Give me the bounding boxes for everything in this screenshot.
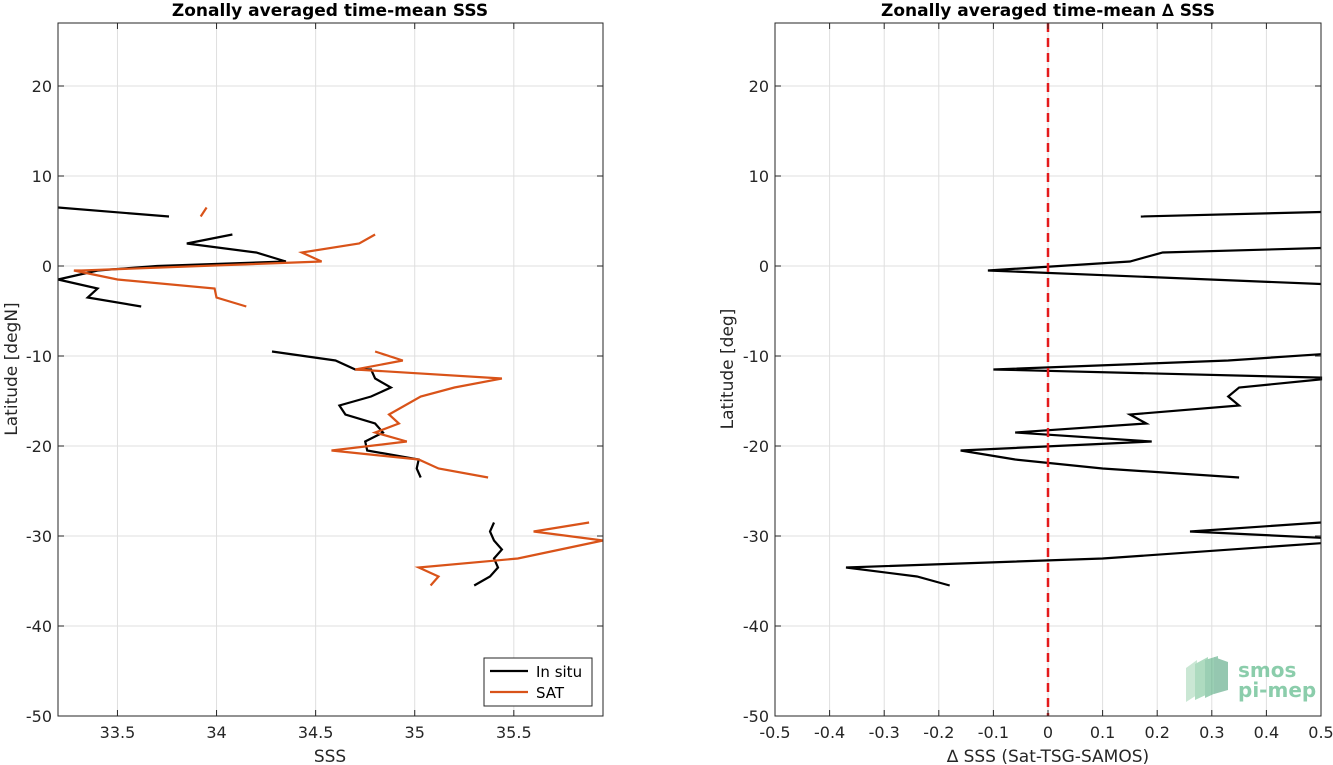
x-tick-label: 35 [405,723,425,742]
x-tick-label: 0 [1043,723,1053,742]
x-tick-label: 35.5 [496,723,532,742]
delta-sss-panel: Zonally averaged time-mean ∆ SSS smos pi… [718,1,1333,765]
x-tick-label: 0.3 [1199,723,1224,742]
series-delta-line [987,246,1322,286]
y-tick-label: 0 [42,257,52,276]
x-tick-label: -0.1 [978,723,1009,742]
legend-label-insitu: In situ [536,663,582,681]
y-tick-label: -10 [743,347,769,366]
delta-lines [845,23,1323,716]
logo-text-pimep: pi-mep [1238,678,1316,702]
y-tick-label: -10 [26,347,52,366]
series-sat-line [331,350,503,479]
legend: In situ SAT [483,657,593,707]
x-tick-label: 0.1 [1090,723,1115,742]
series-delta-line [1140,210,1322,218]
smos-pimep-logo: smos pi-mep [1186,656,1316,702]
y-tick-label: 10 [749,167,769,186]
sss-ylabel: Latitude [degN] [2,302,22,435]
series-sat-line [414,521,604,587]
x-tick-label: -0.5 [759,723,790,742]
series-delta-line [960,353,1323,479]
x-tick-label: 34.5 [298,723,334,742]
y-tick-label: -30 [26,527,52,546]
sss-panel: Zonally averaged time-mean SSS 33.5 34 34.… [2,1,604,765]
x-tick-label: 0.4 [1254,723,1279,742]
series-in-situ-line [473,522,504,587]
delta-ylabel: Latitude [deg] [718,309,738,430]
x-tick-label: 0.2 [1144,723,1169,742]
y-tick-label: 20 [32,77,52,96]
sss-axes-box [57,22,604,717]
series-sat-line [73,233,376,308]
y-tick-label: 10 [32,167,52,186]
sss-panel-title: Zonally averaged time-mean SSS [172,1,488,21]
delta-panel-title: Zonally averaged time-mean ∆ SSS [881,1,1215,21]
series-delta-line [1189,521,1322,539]
y-tick-label: -40 [743,617,769,636]
sss-grid [58,23,603,717]
y-tick-label: 0 [759,257,769,276]
delta-ticks: -0.5 -0.4 -0.3 -0.2 -0.1 0 0.1 0.2 0.3 0.4 0.5 -50 -… [743,23,1333,742]
y-tick-label: 20 [749,77,769,96]
x-tick-label: -0.3 [869,723,900,742]
sss-xlabel: SSS [314,747,346,765]
y-tick-label: -20 [26,437,52,456]
x-tick-label: 0.5 [1308,723,1333,742]
sss-ticks: 33.5 34 34.5 35 35.5 -50 -40 -30 -20 -10 0 10 20 [26,23,603,742]
y-tick-label: -50 [743,707,769,726]
legend-box [483,657,593,707]
y-tick-label: -40 [26,617,52,636]
y-tick-label: -50 [26,707,52,726]
x-tick-label: 34 [206,723,226,742]
delta-xlabel: ∆ SSS (Sat-TSG-SAMOS) [946,747,1149,765]
x-tick-label: -0.4 [814,723,845,742]
y-tick-label: -30 [743,527,769,546]
x-tick-label: -0.2 [923,723,954,742]
logo-mark [1186,656,1228,702]
y-tick-label: -20 [743,437,769,456]
series-delta-line [845,542,1322,587]
series-in-situ-line [271,350,422,478]
sss-lines [57,206,604,587]
series-sat-line [199,206,208,218]
series-in-situ-line [57,206,170,218]
x-tick-label: 33.5 [100,723,136,742]
logo-text-smos: smos [1238,658,1296,682]
legend-label-sat: SAT [536,684,565,702]
